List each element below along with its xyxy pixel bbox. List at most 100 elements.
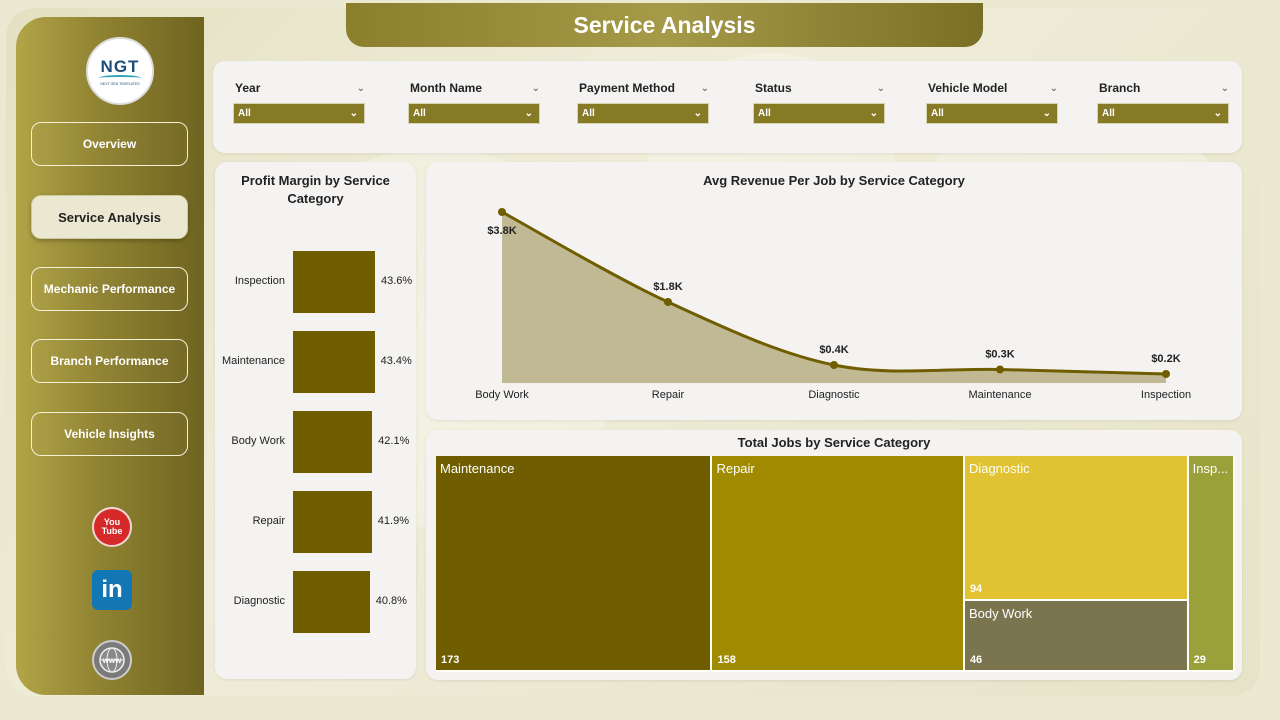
treemap-cell-diagnostic[interactable]: Diagnostic 94 [964,456,1189,602]
svg-text:www: www [102,656,122,665]
linkedin-icon-text: in [101,576,123,603]
filter-label: Month Name [410,81,482,95]
chevron-down-icon[interactable]: ⌄ [876,82,885,94]
x-tick-label: Diagnostic [808,389,860,401]
filter-vehicle-model: Vehicle Model ⌄ All ⌄ [926,79,1058,124]
bar-row-body-work: Body Work 42.1% [215,411,416,473]
youtube-icon-text: You Tube [101,517,123,536]
treemap-label: Body Work [968,606,1033,622]
chevron-down-icon[interactable]: ⌄ [1049,82,1058,94]
filter-year: Year ⌄ All ⌄ [233,79,365,124]
revenue-point[interactable] [830,361,838,369]
youtube-icon[interactable]: You Tube [92,507,132,547]
month-name-dropdown[interactable]: All ⌄ [408,103,540,124]
chevron-down-icon: ⌄ [524,108,533,119]
bar-row-diagnostic: Diagnostic 40.8% [215,571,416,633]
x-tick-label: Maintenance [969,389,1032,401]
filter-label: Branch [1099,81,1141,95]
logo-text: NGT [100,56,140,76]
status-dropdown[interactable]: All ⌄ [753,103,885,124]
treemap-value: 46 [969,653,983,666]
nav-label: Branch Performance [50,354,169,368]
chevron-down-icon: ⌄ [693,108,702,119]
payment-method-dropdown[interactable]: All ⌄ [577,103,709,124]
filter-value: All [758,108,771,119]
bar-row-inspection: Inspection 43.6% [215,251,416,313]
filter-panel: Year ⌄ All ⌄ Month Name ⌄ All ⌄ Payment Meth… [213,61,1242,153]
chevron-down-icon[interactable]: ⌄ [531,82,540,94]
globe-www-icon[interactable]: www [92,640,132,680]
revenue-point[interactable] [664,298,672,306]
treemap-label: Repair [716,461,755,476]
logo-swoosh [99,74,141,81]
revenue-point[interactable] [1162,370,1170,378]
profit-margin-bar[interactable] [293,411,373,473]
filter-label: Year [235,81,261,95]
linkedin-icon[interactable]: in [92,570,132,610]
filter-label: Payment Method [579,81,676,95]
revenue-data-label: $0.3K [985,349,1014,361]
revenue-point[interactable] [996,365,1004,374]
bar-category-label: Inspection [234,275,285,287]
nav-label: Overview [82,137,137,151]
nav-vehicle-insights-button[interactable]: Vehicle Insights [31,412,188,456]
avg-revenue-chart: Avg Revenue Per Job by Service Category … [426,162,1242,420]
treemap-label: Diagnostic [968,461,1030,476]
nav-overview-button[interactable]: Overview [31,122,188,166]
profit-margin-bar[interactable] [293,571,370,633]
revenue-point[interactable] [498,208,506,216]
filter-value: All [238,108,251,119]
total-jobs-chart: Total Jobs by Service Category Maintenan… [426,430,1242,680]
treemap-cell-repair[interactable]: Repair 158 [712,456,965,672]
branch-dropdown[interactable]: All ⌄ [1097,103,1229,124]
treemap-cell-insp[interactable]: Insp... 29 [1188,456,1235,672]
bar-value-label: 43.6% [381,275,413,287]
treemap-value: 29 [1193,654,1206,666]
chevron-down-icon: ⌄ [1042,108,1051,119]
filter-value: All [1102,108,1115,119]
vehicle-model-dropdown[interactable]: All ⌄ [926,103,1058,124]
nav-service-analysis-button[interactable]: Service Analysis [31,195,188,239]
treemap-label: Insp... [1192,461,1229,476]
chevron-down-icon[interactable]: ⌄ [1220,82,1229,94]
filter-value: All [582,108,595,119]
filter-label: Status [755,81,792,95]
year-dropdown[interactable]: All ⌄ [233,103,365,124]
globe-graphic: www [99,647,125,673]
treemap-label: Maintenance [440,461,515,476]
bar-value-label: 41.9% [377,515,409,527]
avg-revenue-title: Avg Revenue Per Job by Service Category [703,173,965,188]
ngt-logo: NGT NEXT GEN TEMPLATES [86,37,154,105]
filter-payment-method: Payment Method ⌄ All ⌄ [577,79,709,124]
profit-margin-bar[interactable] [293,331,375,393]
filter-value: All [931,108,944,119]
filter-status: Status ⌄ All ⌄ [753,79,885,124]
profit-margin-title: Profit Margin by Service Category [241,173,390,206]
filter-label: Vehicle Model [928,81,1008,95]
page-title-text: Service Analysis [573,11,756,38]
chevron-down-icon: ⌄ [349,108,358,119]
profit-margin-bar[interactable] [293,491,372,553]
chevron-down-icon[interactable]: ⌄ [356,82,365,94]
page-title: Service Analysis [346,3,983,47]
treemap-cell-maintenance[interactable]: Maintenance 173 [436,456,713,672]
filter-value: All [413,108,426,119]
filter-branch: Branch ⌄ All ⌄ [1097,79,1229,124]
bar-value-label: 42.1% [378,435,410,447]
avg-revenue-plot: $3.8K Body Work $1.8K Repair $0.4K Diagnostic… [475,208,1191,401]
x-tick-label: Body Work [475,389,529,401]
profit-margin-chart: Profit Margin by Service Category Inspec… [215,162,416,679]
treemap-value: 158 [717,654,736,666]
treemap-value: 173 [441,654,460,666]
bar-category-label: Repair [252,515,285,527]
chevron-down-icon[interactable]: ⌄ [700,82,709,94]
bar-category-label: Maintenance [222,355,285,367]
nav-mechanic-performance-button[interactable]: Mechanic Performance [31,267,188,311]
revenue-data-label: $0.2K [1151,353,1180,365]
revenue-area [502,212,1166,383]
nav-branch-performance-button[interactable]: Branch Performance [31,339,188,383]
profit-margin-bar[interactable] [293,251,375,313]
nav-label: Service Analysis [58,209,161,225]
bar-row-maintenance: Maintenance 43.4% [215,331,416,393]
treemap-cell-body-work[interactable]: Body Work 46 [964,601,1189,672]
